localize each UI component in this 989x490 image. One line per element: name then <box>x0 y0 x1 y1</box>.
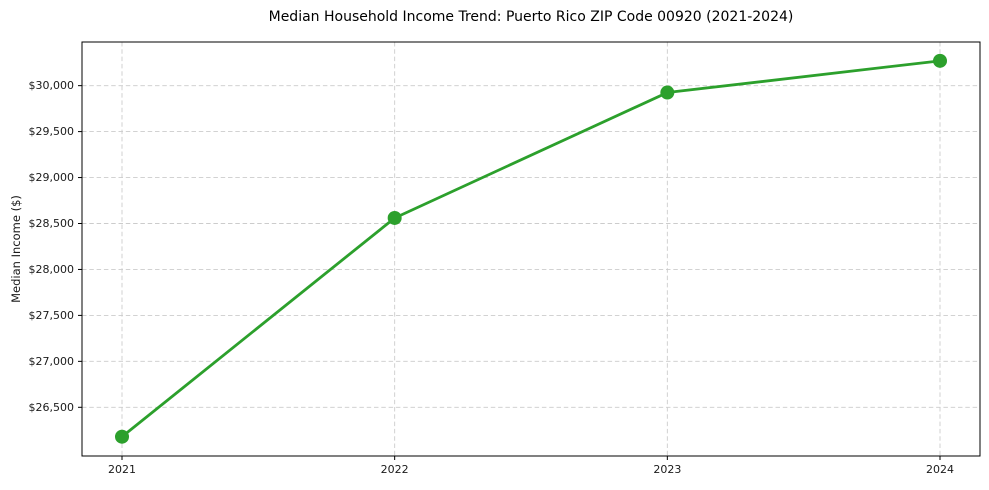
x-tick-label: 2021 <box>108 463 136 476</box>
data-point-2023 <box>660 85 675 100</box>
chart-layer: $26,500 $27,000 $27,500 $28,000 $28,500 $29,0… <box>29 41 981 476</box>
trend-line <box>120 59 942 439</box>
data-point-2021 <box>115 429 129 444</box>
y-tick-label: $27,000 <box>29 355 75 368</box>
data-point-2024 <box>933 53 947 68</box>
y-tick-label: $26,500 <box>29 401 75 414</box>
data-point-2022 <box>387 210 402 225</box>
chart-title: Median Household Income Trend: Puerto Ri… <box>269 9 794 25</box>
y-tick-label: $30,000 <box>29 79 75 92</box>
plot-border <box>81 41 981 457</box>
y-tick-label: $29,500 <box>29 125 75 138</box>
y-tick-label: $27,500 <box>29 309 75 322</box>
y-tick-label: $28,000 <box>29 263 75 276</box>
y-tick-label: $29,000 <box>29 171 75 184</box>
y-axis-label: Median Income ($) <box>9 195 23 303</box>
x-tick-label: 2023 <box>653 463 681 476</box>
y-tick-label: $28,500 <box>29 217 75 230</box>
x-tick-label: 2022 <box>381 463 409 476</box>
x-tick-label: 2024 <box>926 463 954 476</box>
